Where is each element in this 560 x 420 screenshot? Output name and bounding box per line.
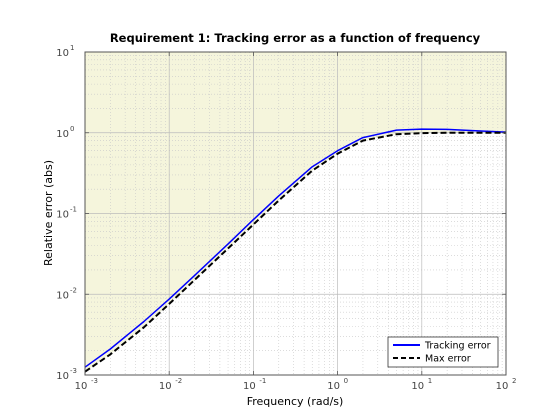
- legend-box: [387, 336, 499, 368]
- x-tick-label: 10: [411, 381, 424, 392]
- x-tick-label-exponent: -2: [175, 377, 182, 385]
- legend-label-max-error: Max error: [425, 354, 471, 365]
- y-tick-label: 10: [56, 48, 69, 59]
- x-axis-label: Frequency (rad/s): [247, 395, 344, 408]
- x-tick-label: 10: [159, 381, 172, 392]
- y-tick-label-exponent: -2: [70, 286, 77, 294]
- y-axis-label: Relative error (abs): [42, 160, 55, 266]
- legend-label-tracking-error: Tracking error: [424, 341, 491, 352]
- x-tick-label-exponent: 2: [512, 377, 516, 385]
- y-tick-label: 10: [56, 129, 69, 140]
- x-tick-label: 10: [243, 381, 256, 392]
- y-tick-label-exponent: -3: [70, 367, 77, 375]
- series-line-max-error: [84, 131, 506, 373]
- shaded-region-layer: [85, 52, 506, 372]
- x-tick-label: 10: [75, 381, 88, 392]
- y-tick-label: 10: [56, 371, 69, 382]
- x-tick-label-exponent: 1: [428, 377, 432, 385]
- x-tick-label-exponent: -3: [91, 377, 98, 385]
- chart-title: Requirement 1: Tracking error as a funct…: [110, 31, 481, 45]
- tick-layer: 10 -3 10 -2 10 -1 10 0 10 1 10 210 -310 -210 -110 010 1: [56, 44, 516, 392]
- x-tick-label: 10: [496, 381, 509, 392]
- y-tick-label: 10: [56, 290, 69, 301]
- x-tick-label-exponent: 0: [344, 377, 348, 385]
- y-tick-label: 10: [56, 210, 69, 221]
- legend: Tracking error Max error: [387, 336, 499, 368]
- y-tick-label-exponent: -1: [70, 206, 77, 214]
- x-tick-label-exponent: -1: [259, 377, 266, 385]
- y-tick-label-exponent: 1: [70, 44, 74, 52]
- series-line-tracking-error: [84, 128, 507, 368]
- y-tick-label-exponent: 0: [70, 125, 74, 133]
- x-tick-label: 10: [327, 381, 340, 392]
- series-layer: [84, 128, 507, 373]
- shaded-region: [85, 52, 506, 372]
